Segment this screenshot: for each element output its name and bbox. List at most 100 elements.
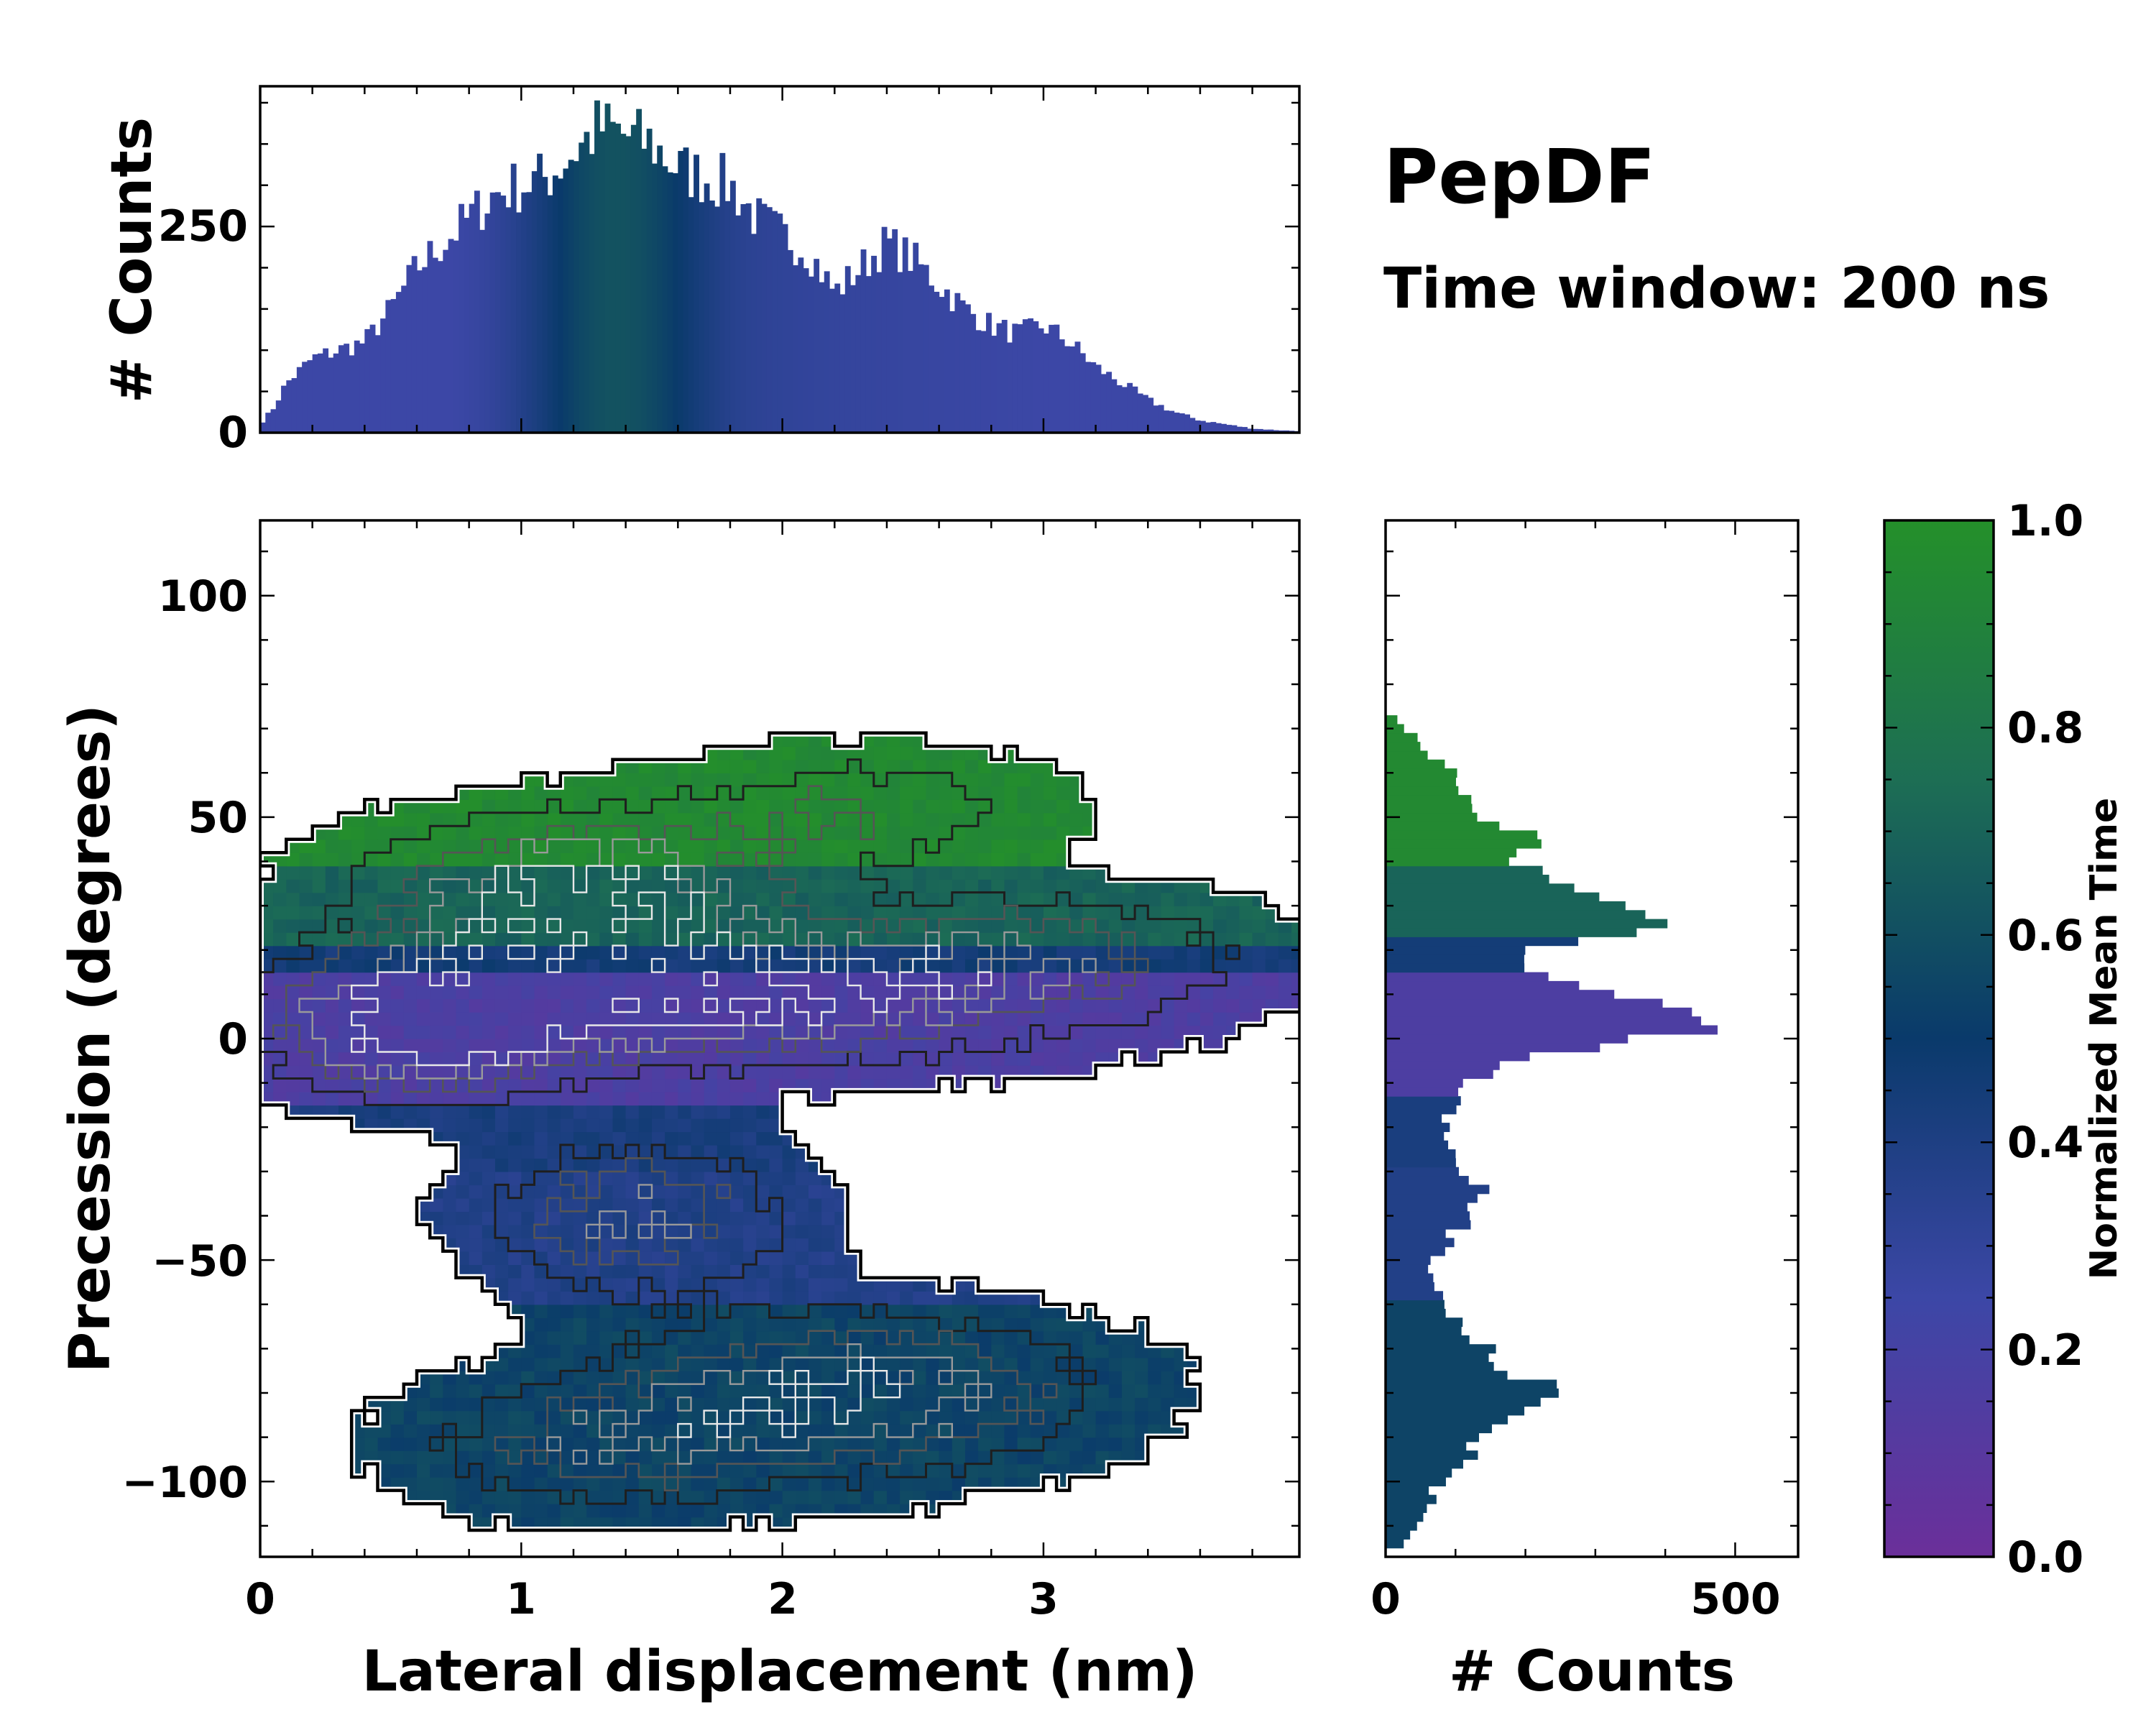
heatmap-cell <box>678 1410 692 1425</box>
top-histogram-bar <box>787 249 793 433</box>
heatmap-cell <box>1069 1371 1084 1385</box>
heatmap-cell <box>521 1118 535 1133</box>
heatmap-cell <box>952 1357 966 1371</box>
heatmap-cell <box>991 826 1005 840</box>
top-histogram-bar <box>1132 386 1138 433</box>
top-histogram-bar <box>798 257 804 433</box>
heatmap-cell <box>1199 972 1214 986</box>
heatmap-cell <box>612 906 627 920</box>
heatmap-cell <box>873 852 888 867</box>
heatmap-cell <box>860 1371 875 1385</box>
heatmap-cell <box>756 998 770 1013</box>
top-histogram-bar <box>1215 423 1222 433</box>
top-histogram-bar <box>1247 428 1253 433</box>
heatmap-cell <box>1148 1384 1162 1398</box>
heatmap-cell <box>821 1264 835 1279</box>
heatmap-cell <box>547 892 561 906</box>
heatmap-cell <box>1056 879 1070 893</box>
heatmap-cell <box>338 919 352 933</box>
heatmap-cell <box>456 919 470 933</box>
heatmap-cell <box>638 1078 653 1092</box>
heatmap-cell <box>717 1105 731 1119</box>
heatmap-cell <box>416 892 430 906</box>
heatmap-cell <box>338 998 352 1013</box>
heatmap-cell <box>521 1397 535 1412</box>
heatmap-cell <box>860 1304 875 1318</box>
heatmap-cell <box>625 1317 640 1332</box>
heatmap-cell <box>939 1025 953 1039</box>
heatmap-cell <box>456 1490 470 1504</box>
top-histogram-bar <box>594 100 600 433</box>
heatmap-cell <box>704 1424 718 1438</box>
heatmap-cell <box>756 906 770 920</box>
heatmap-cell <box>769 1463 783 1478</box>
heatmap-cell <box>403 1424 418 1438</box>
top-histogram-bar <box>599 131 606 433</box>
heatmap-cell <box>547 1410 561 1425</box>
heatmap-cell <box>651 812 665 827</box>
heatmap-cell <box>691 1317 705 1332</box>
top-histogram-bar <box>860 249 867 433</box>
heatmap-cell <box>612 1064 627 1080</box>
heatmap-cell <box>494 1118 509 1133</box>
heatmap-cell <box>743 773 757 787</box>
heatmap-cell <box>729 1144 744 1159</box>
top-histogram-bar <box>474 190 480 433</box>
heatmap-cell <box>1148 985 1162 1000</box>
heatmap-cell <box>612 1118 627 1133</box>
heatmap-cell <box>1082 1424 1097 1438</box>
heatmap-cell <box>312 945 326 960</box>
heatmap-cell <box>847 865 862 880</box>
heatmap-cell <box>586 812 601 827</box>
heatmap-cell <box>900 945 913 960</box>
heatmap-cell <box>743 998 757 1013</box>
heatmap-cell <box>599 1477 614 1491</box>
heatmap-cell <box>665 786 679 800</box>
heatmap-cell <box>795 1450 809 1465</box>
heatmap-cell <box>743 839 757 853</box>
heatmap-cell <box>678 1025 692 1039</box>
main-xtick-label-1: 1 <box>506 1574 536 1624</box>
heatmap-cell <box>847 1424 862 1438</box>
heatmap-cell <box>1135 932 1148 947</box>
heatmap-cell <box>390 1064 405 1080</box>
heatmap-cell <box>756 1144 770 1159</box>
heatmap-cell <box>769 1304 783 1318</box>
heatmap-cell <box>547 1437 561 1451</box>
heatmap-cell <box>482 865 496 880</box>
heatmap-cell <box>900 839 913 853</box>
heatmap-cell <box>573 1171 587 1186</box>
right-histogram-bar <box>1386 1158 1456 1168</box>
heatmap-cell <box>834 959 849 973</box>
heatmap-cell <box>573 826 587 840</box>
heatmap-cell <box>312 919 326 933</box>
heatmap-cell <box>456 945 470 960</box>
heatmap-cell <box>743 1184 757 1199</box>
heatmap-cell <box>678 1504 692 1518</box>
heatmap-cell <box>743 1224 757 1239</box>
heatmap-cell <box>939 773 953 787</box>
heatmap-cell <box>469 892 483 906</box>
heatmap-cell <box>612 812 627 827</box>
heatmap-cell <box>821 1197 835 1213</box>
heatmap-cell <box>678 919 692 933</box>
heatmap-cell <box>625 812 640 827</box>
heatmap-cell <box>873 1463 888 1478</box>
heatmap-cell <box>900 1304 913 1318</box>
top-histogram-bar <box>1017 324 1023 433</box>
heatmap-cell <box>1043 959 1057 973</box>
heatmap-cell <box>926 1344 940 1358</box>
heatmap-cell <box>534 959 548 973</box>
right-histogram-frame <box>1384 519 1800 1558</box>
heatmap-cell <box>913 852 927 867</box>
heatmap-cell <box>508 972 522 986</box>
right-histogram-bar <box>1386 1060 1500 1070</box>
heatmap-cell <box>560 959 574 973</box>
top-histogram-bar <box>850 285 856 433</box>
heatmap-cell <box>756 812 770 827</box>
heatmap-cell <box>964 839 979 853</box>
heatmap-cell <box>443 906 457 920</box>
heatmap-cell <box>521 826 535 840</box>
top-histogram-bar <box>286 380 292 433</box>
heatmap-cell <box>1056 906 1070 920</box>
